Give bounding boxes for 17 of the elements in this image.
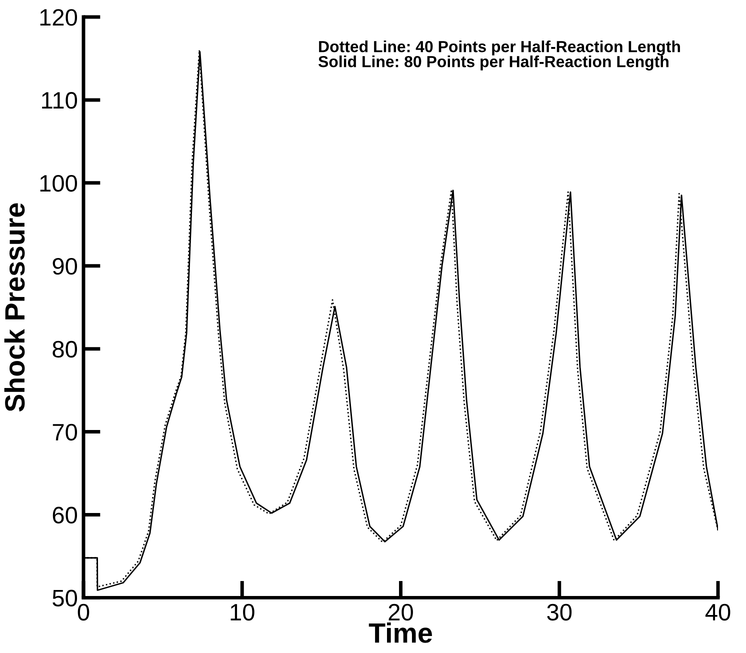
x-tick-label: 10	[230, 604, 254, 621]
x-tick-label: 20	[388, 604, 413, 621]
y-tick-label: 110	[42, 92, 78, 109]
annotation: Dotted Line: 40 Points per Half-Reaction Length	[319, 40, 680, 56]
y-tick-label: 100	[40, 174, 78, 192]
y-tick-label: 70	[52, 424, 78, 441]
x-tick-label: 0	[78, 604, 90, 621]
y-tick-label: 80	[52, 340, 78, 358]
y-axis-title: Shock Pressure	[4, 203, 25, 412]
y-tick-label: 60	[52, 506, 78, 524]
y-tick-label: 50	[52, 590, 78, 606]
y-tick-label: 120	[40, 9, 78, 26]
x-axis-title: Time	[368, 622, 432, 643]
y-tick-label: 90	[52, 258, 78, 275]
annotation: Solid Line: 80 Points per Half-Reaction Length	[318, 56, 668, 70]
x-tick-label: 30	[547, 604, 572, 621]
x-tick-label: 40	[705, 604, 730, 621]
